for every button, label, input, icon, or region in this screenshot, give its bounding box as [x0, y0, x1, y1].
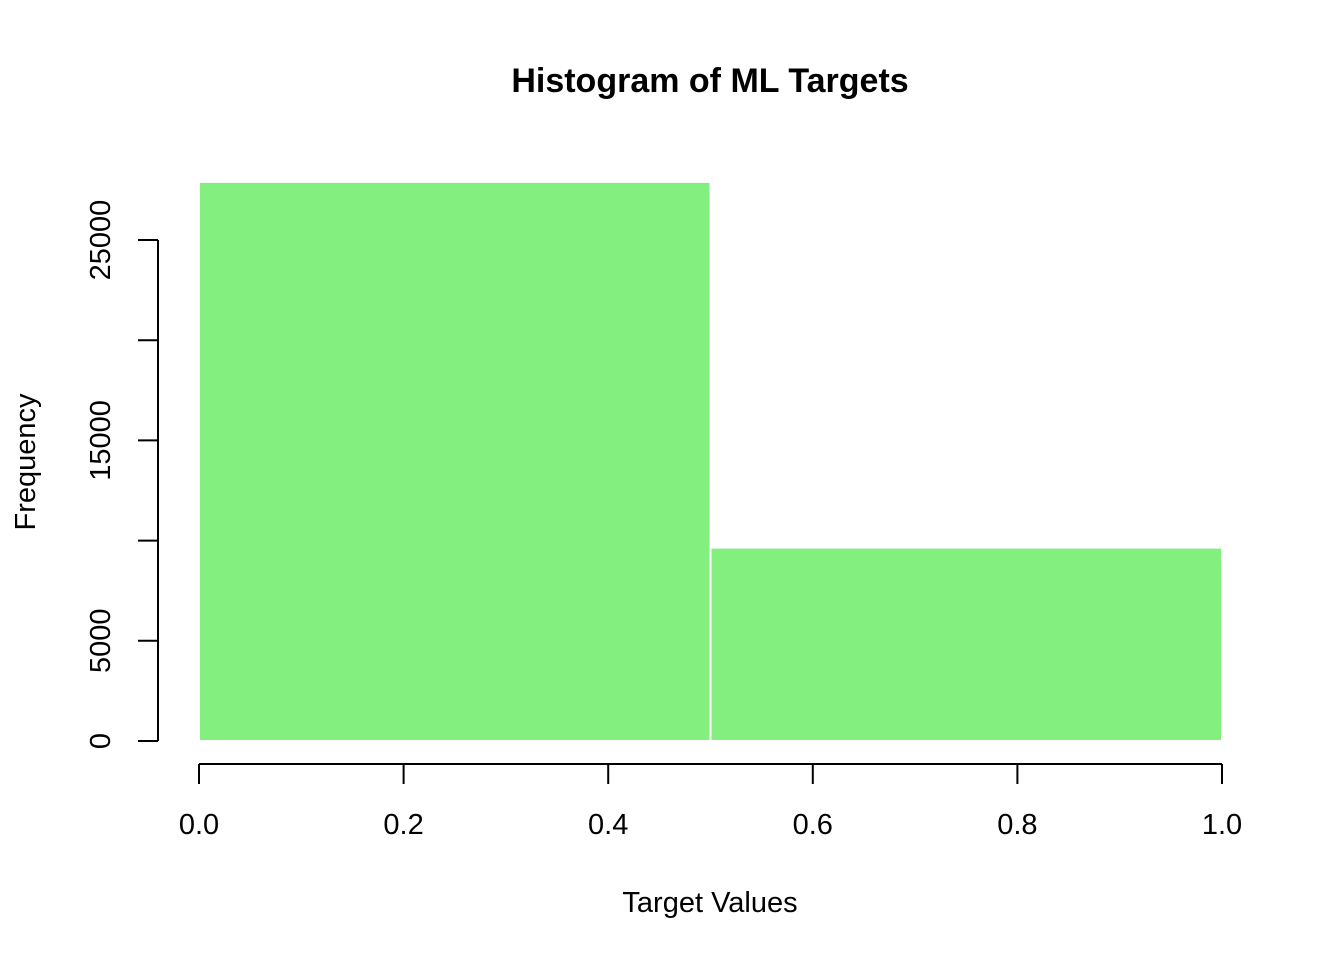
- y-axis: 0 5000 15000 25000: [85, 200, 159, 749]
- y-tick-label-3: 15000: [85, 400, 117, 481]
- y-tick-label-0: 0: [85, 733, 117, 749]
- y-tick-label-1: 5000: [85, 609, 117, 674]
- x-tick-label-4: 0.8: [997, 809, 1037, 841]
- histogram-bar-0: [198, 180, 712, 743]
- x-tick-label-2: 0.4: [588, 809, 628, 841]
- x-tick-label-0: 0.0: [179, 809, 219, 841]
- y-tick-label-5: 25000: [85, 200, 117, 281]
- x-tick-label-1: 0.2: [383, 809, 423, 841]
- bars-group: [198, 180, 1223, 743]
- x-tick-label-5: 1.0: [1202, 809, 1242, 841]
- x-axis-label: Target Values: [622, 887, 797, 919]
- histogram-bar-1: [709, 546, 1223, 743]
- chart-title: Histogram of ML Targets: [511, 62, 908, 100]
- x-tick-label-3: 0.6: [793, 809, 833, 841]
- x-axis: 0.0 0.2 0.4 0.6 0.8 1.0: [179, 763, 1242, 841]
- y-axis-label: Frequency: [10, 393, 42, 531]
